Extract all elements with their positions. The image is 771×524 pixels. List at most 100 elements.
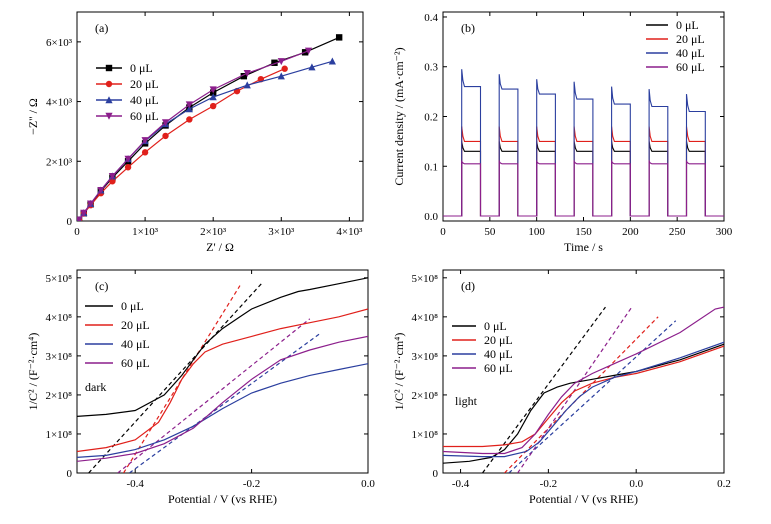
data-point xyxy=(185,101,193,109)
series-line-60ul xyxy=(78,50,309,221)
data-point xyxy=(80,209,88,217)
x-axis-label: Z' / Ω xyxy=(206,240,234,254)
data-point xyxy=(161,119,170,127)
panel-c: -0.4 -0.2 0.0 0 1×10⁸ 2×10⁸ 3×10⁸ 4×10⁸ 5×10⁸ Pot… xyxy=(26,269,375,506)
panel-label: (c) xyxy=(95,279,108,293)
x-tick-label: 2×10³ xyxy=(200,226,227,238)
y-tick-label: 1×10⁸ xyxy=(411,429,438,441)
series-line-0ul xyxy=(443,141,724,217)
y-axis-label: 1/C² / (F⁻²·cm⁴) xyxy=(392,333,406,411)
x-tick-label: 3×10³ xyxy=(268,226,295,238)
legend-marker xyxy=(105,80,113,88)
data-area xyxy=(443,306,724,473)
x-axis-label: Potential / V (vs RHE) xyxy=(168,492,277,506)
data-area xyxy=(443,69,724,217)
legend-label: 0 μL xyxy=(676,18,699,32)
x-tick-label: 250 xyxy=(669,226,686,238)
fit-line xyxy=(129,331,322,473)
y-tick-label: 5×10⁸ xyxy=(411,273,438,285)
x-tick-label: -0.4 xyxy=(126,478,144,490)
data-point xyxy=(277,72,285,80)
y-tick-label: 0.3 xyxy=(424,62,438,74)
data-point xyxy=(87,200,95,208)
series-line-40ul xyxy=(443,69,724,217)
series-line-0ul xyxy=(78,36,340,221)
data-point xyxy=(162,132,169,140)
data-point xyxy=(124,164,132,171)
data-area xyxy=(77,34,343,221)
data-point xyxy=(335,34,343,41)
y-tick-label: 4×10⁸ xyxy=(411,312,438,324)
legend-label: 60 μL xyxy=(484,361,513,375)
series-line-60ul xyxy=(443,306,724,455)
x-tick-label: 200 xyxy=(622,226,639,238)
data-point xyxy=(186,116,193,123)
x-tick-label: 0.0 xyxy=(629,478,643,490)
data-point xyxy=(109,178,116,185)
x-tick-label: -0.2 xyxy=(540,478,557,490)
y-tick-label: 1×10⁸ xyxy=(45,429,72,441)
legend-label: 40 μL xyxy=(484,347,513,361)
x-tick-label: 1×10³ xyxy=(132,226,159,238)
y-tick-label: 2×10⁸ xyxy=(411,390,438,402)
legend-label: 40 μL xyxy=(130,93,159,107)
data-point xyxy=(277,58,285,66)
data-point xyxy=(185,105,193,113)
fit-line xyxy=(117,318,311,473)
y-axis-label: −Z'' / Ω xyxy=(26,98,40,135)
legend-label: 40 μL xyxy=(121,337,150,351)
y-tick-label: 0 xyxy=(67,468,73,480)
legend-marker xyxy=(105,112,113,120)
condition-note: light xyxy=(455,394,478,408)
legend-label: 60 μL xyxy=(121,356,150,370)
x-tick-label: 0 xyxy=(440,226,446,238)
data-point xyxy=(304,47,313,55)
panel-label: (d) xyxy=(461,279,475,293)
y-tick-label: 4×10³ xyxy=(46,97,73,109)
y-axis-label: 1/C² / (F⁻²·cm⁴) xyxy=(26,333,40,411)
y-tick-label: 4×10⁸ xyxy=(45,312,72,324)
series-line-60ul xyxy=(443,159,724,217)
panel-label: (a) xyxy=(95,21,108,35)
x-tick-label: 150 xyxy=(575,226,592,238)
x-axis-label: Time / s xyxy=(564,240,603,254)
x-tick-label: 100 xyxy=(528,226,545,238)
y-tick-label: 6×10³ xyxy=(46,37,73,49)
data-point xyxy=(271,59,278,66)
x-tick-label: -0.4 xyxy=(452,478,470,490)
fit-line xyxy=(517,306,633,473)
legend-label: 60 μL xyxy=(676,60,705,74)
fit-line xyxy=(504,316,659,473)
data-point xyxy=(209,86,217,94)
y-tick-label: 2×10³ xyxy=(46,156,73,168)
data-point xyxy=(77,216,83,221)
data-point xyxy=(328,57,336,65)
data-point xyxy=(209,93,217,101)
panel-a: 0 1×10³ 2×10³ 3×10³ 4×10³ 0 2×10³ 4×10³ 6×10³ Z' … xyxy=(26,11,364,254)
panel-b: 0 50 100 150 200 250 300 0.0 0.1 0.2 0.3 0.4 Time / … xyxy=(392,11,733,254)
plot-frame xyxy=(442,269,725,474)
data-point xyxy=(141,137,149,145)
legend-marker xyxy=(105,64,113,72)
y-tick-label: 0 xyxy=(67,216,73,228)
y-tick-label: 0.2 xyxy=(424,112,438,124)
series-line-20ul xyxy=(443,345,724,448)
panel-d: -0.4 -0.2 0.0 0.2 0 1×10⁸ 2×10⁸ 3×10⁸ 4×10⁸ 5×10⁸… xyxy=(392,269,731,506)
legend-label: 20 μL xyxy=(676,32,705,46)
y-tick-label: 0.1 xyxy=(424,161,438,173)
data-point xyxy=(308,63,316,71)
x-axis-label: Potential / V (vs RHE) xyxy=(529,492,638,506)
y-tick-label: 0 xyxy=(433,468,439,480)
legend-label: 60 μL xyxy=(130,109,159,123)
data-point xyxy=(141,149,149,156)
fit-line xyxy=(88,281,264,473)
legend-label: 20 μL xyxy=(121,318,150,332)
x-tick-label: 50 xyxy=(484,226,496,238)
series-line-40ul xyxy=(443,341,724,458)
condition-note: dark xyxy=(85,380,106,394)
y-tick-label: 3×10⁸ xyxy=(411,351,438,363)
